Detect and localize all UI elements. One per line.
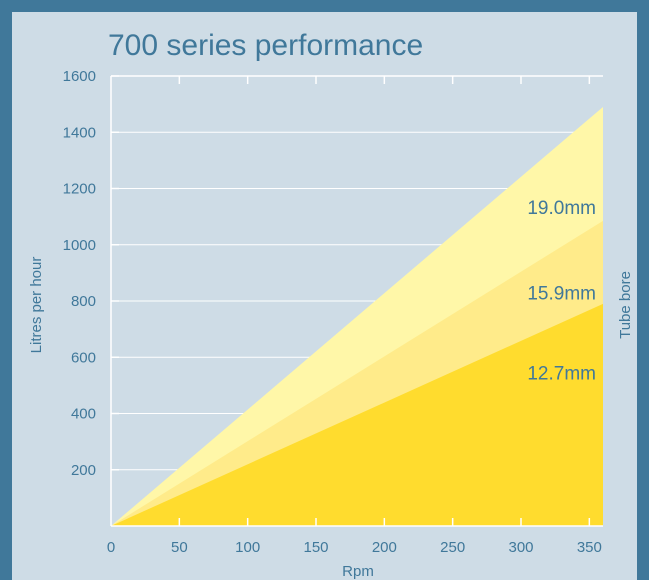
x-tick-label-250: 250	[440, 539, 465, 556]
y-tick-label-1200: 1200	[63, 181, 96, 198]
x-axis-title: Rpm	[342, 563, 374, 580]
x-tick-label-350: 350	[577, 539, 602, 556]
area-layer	[111, 106, 603, 526]
y-tick-label-600: 600	[71, 349, 96, 366]
x-tick-label-100: 100	[235, 539, 260, 556]
x-tick-label-0: 0	[107, 539, 115, 556]
x-tick-label-50: 50	[171, 539, 188, 556]
y-tick-label-400: 400	[71, 406, 96, 423]
y-tick-label-1400: 1400	[63, 124, 96, 141]
y-tick-label-1600: 1600	[63, 68, 96, 85]
area-series-3	[111, 303, 603, 526]
x-tick-label-300: 300	[508, 539, 533, 556]
label-layer: 0 50 100 150 200 250 300 350 200 400 600 800 1000 120…	[63, 68, 602, 556]
series-label-1: 19.0mm	[527, 198, 596, 219]
chart-title: 700 series performance	[108, 29, 423, 62]
y-tick-label-1000: 1000	[63, 237, 96, 254]
axis-layer	[110, 75, 603, 527]
y-tick-label-800: 800	[71, 293, 96, 310]
x-tick-label-150: 150	[303, 539, 328, 556]
x-tick-label-200: 200	[372, 539, 397, 556]
y-axis-title: Litres per hour	[28, 257, 45, 354]
tube-bore-label: Tube bore	[617, 271, 634, 339]
series-label-2: 15.9mm	[527, 284, 596, 305]
series-label-3: 12.7mm	[527, 364, 596, 385]
y-tick-label-200: 200	[71, 462, 96, 479]
